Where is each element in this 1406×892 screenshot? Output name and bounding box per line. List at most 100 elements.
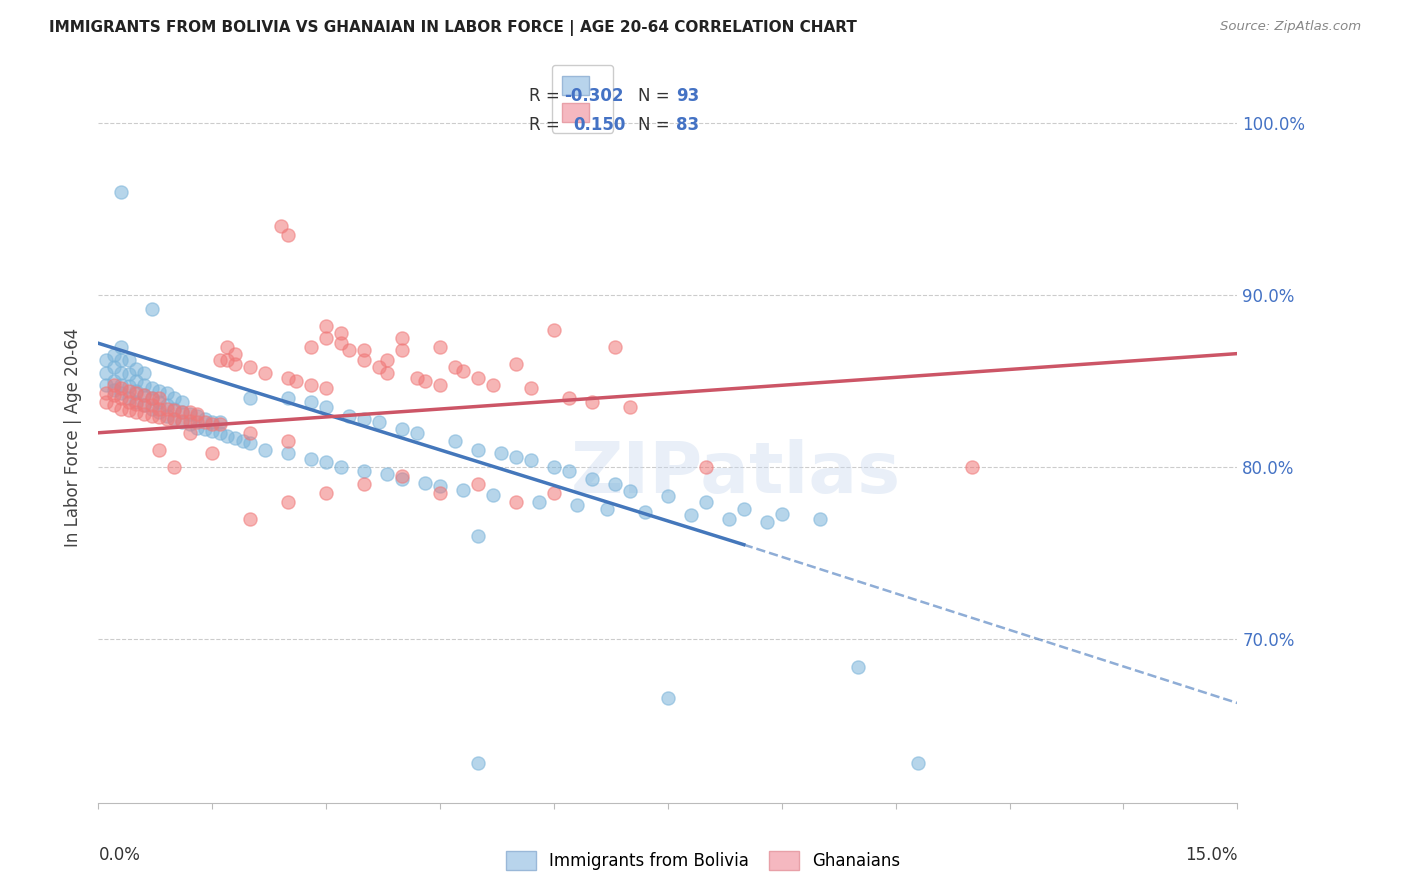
Point (619, 484, 641, 499)
Point (163, 401, 186, 416)
Point (467, 442, 489, 457)
Point (467, 756, 489, 771)
Point (148, 405, 170, 419)
Text: 93: 93 (676, 87, 699, 105)
Point (103, 398, 125, 412)
Point (201, 416, 224, 430)
Point (103, 374, 125, 388)
Point (163, 392, 186, 406)
Point (391, 331, 413, 345)
Point (132, 377, 155, 392)
Point (125, 362, 148, 376)
Point (505, 494, 527, 508)
Point (224, 346, 246, 360)
Point (201, 446, 224, 460)
Y-axis label: In Labor Force | Age 20-64: In Labor Force | Age 20-64 (63, 327, 82, 547)
Point (330, 326, 353, 340)
Point (141, 401, 163, 416)
Point (110, 366, 132, 380)
Point (808, 512, 831, 526)
Point (277, 227, 299, 242)
Point (391, 472, 413, 486)
Point (94, 386, 117, 401)
Point (103, 383, 125, 397)
Point (527, 494, 550, 508)
Point (695, 460, 717, 475)
Point (148, 392, 170, 406)
Point (103, 348, 125, 362)
Point (603, 340, 626, 354)
Text: -0.302: -0.302 (564, 87, 624, 105)
Point (277, 494, 299, 508)
Point (337, 409, 360, 423)
Point (770, 507, 793, 521)
Point (217, 340, 239, 354)
Point (337, 343, 360, 358)
Text: 0.150: 0.150 (574, 116, 626, 134)
Point (657, 490, 679, 504)
Point (581, 394, 603, 409)
Point (118, 379, 141, 393)
Point (315, 486, 337, 500)
Point (179, 414, 201, 428)
Point (232, 434, 254, 449)
Point (543, 460, 565, 475)
Point (94, 366, 117, 380)
Point (444, 360, 467, 375)
Point (299, 451, 322, 466)
Point (224, 357, 246, 371)
Point (179, 417, 201, 432)
Point (163, 412, 186, 426)
Point (141, 381, 163, 395)
Point (277, 434, 299, 449)
Point (451, 364, 474, 378)
Text: 83: 83 (676, 116, 699, 134)
Point (110, 377, 132, 392)
Text: N =: N = (638, 116, 675, 134)
Point (375, 353, 398, 368)
Point (141, 398, 163, 412)
Point (581, 472, 603, 486)
Point (520, 453, 543, 467)
Point (733, 501, 755, 516)
Point (125, 384, 148, 399)
Point (619, 400, 641, 414)
Point (254, 442, 277, 457)
Point (717, 512, 740, 526)
Point (156, 412, 179, 426)
Point (467, 370, 489, 384)
Point (163, 412, 186, 426)
Point (429, 340, 451, 354)
Point (634, 505, 657, 519)
Point (505, 450, 527, 464)
Text: R =: R = (529, 87, 565, 105)
Point (186, 420, 208, 434)
Point (429, 479, 451, 493)
Point (170, 405, 193, 419)
Point (118, 384, 141, 399)
Point (141, 301, 163, 316)
Point (132, 366, 155, 380)
Point (413, 374, 436, 388)
Point (170, 394, 193, 409)
Point (103, 377, 125, 392)
Point (679, 508, 702, 523)
Point (132, 407, 155, 421)
Point (239, 360, 262, 375)
Point (170, 414, 193, 428)
Point (94, 353, 117, 368)
Point (755, 516, 778, 530)
Point (179, 407, 201, 421)
Point (657, 690, 679, 705)
Point (170, 416, 193, 430)
Point (186, 416, 208, 430)
Point (201, 424, 224, 438)
Point (558, 464, 581, 478)
Text: 15.0%: 15.0% (1185, 846, 1237, 863)
Point (429, 486, 451, 500)
Point (125, 396, 148, 410)
Point (353, 353, 375, 368)
Point (505, 357, 527, 371)
Point (270, 219, 292, 234)
Point (110, 386, 132, 401)
